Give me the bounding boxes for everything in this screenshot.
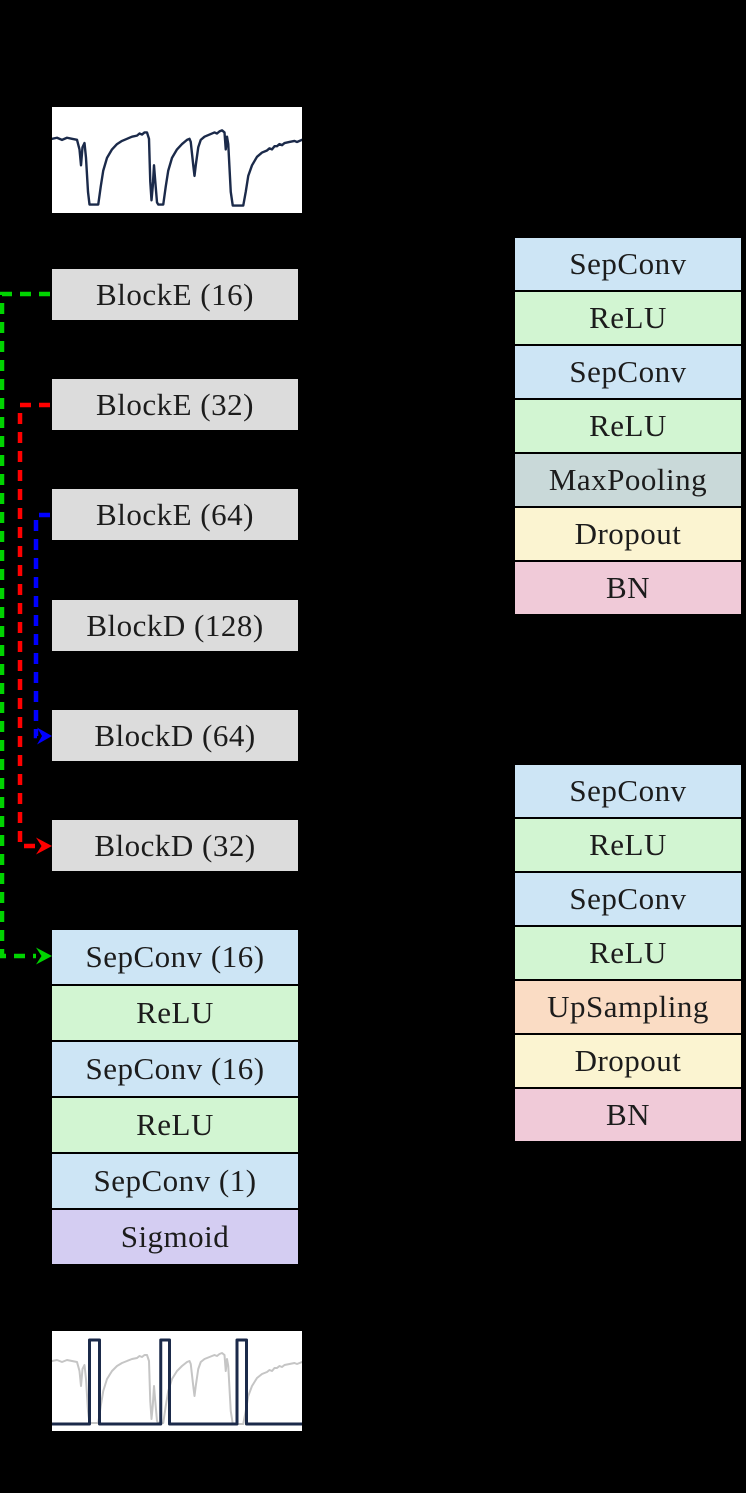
blockd-bn: BN — [513, 1087, 743, 1143]
block-d-64-label: BlockD (64) — [94, 717, 256, 753]
blockd-upsampling-label: UpSampling — [547, 989, 709, 1024]
block-d-64: BlockD (64) — [50, 708, 300, 763]
input-signal-plot — [52, 107, 302, 213]
block-d-32: BlockD (32) — [50, 818, 300, 873]
blockd-dropout-label: Dropout — [574, 1043, 682, 1078]
blocke-sepconv-b-label: SepConv — [569, 354, 687, 389]
blockd-relu-b: ReLU — [513, 925, 743, 981]
out-sepconv1: SepConv (1) — [50, 1152, 300, 1210]
output-mask-svg — [52, 1331, 302, 1431]
block-d-128-label: BlockD (128) — [86, 607, 264, 643]
skip-16-path — [0, 291, 50, 959]
block-e-32: BlockE (32) — [50, 377, 300, 432]
skip-64-path — [33, 512, 50, 739]
blockd-upsampling: UpSampling — [513, 979, 743, 1035]
output-layers-stack: SepConv (16) ReLU SepConv (16) ReLU SepC… — [50, 928, 300, 1266]
block-e-32-label: BlockE (32) — [96, 386, 254, 422]
blockd-sepconv-a: SepConv — [513, 763, 743, 819]
output-mask-plot — [52, 1331, 302, 1431]
block-e-64-label: BlockE (64) — [96, 496, 254, 532]
blocke-detail-stack: SepConv ReLU SepConv ReLU MaxPooling Dro… — [513, 236, 743, 616]
blockd-sepconv-b-label: SepConv — [569, 881, 687, 916]
blocke-relu-a: ReLU — [513, 290, 743, 346]
blockd-dropout: Dropout — [513, 1033, 743, 1089]
blockd-bn-label: BN — [605, 1097, 651, 1132]
out-relu-a-label: ReLU — [136, 995, 214, 1030]
block-d-32-label: BlockD (32) — [94, 827, 256, 863]
input-signal-line — [52, 130, 302, 205]
block-e-64: BlockE (64) — [50, 487, 300, 542]
block-e-16: BlockE (16) — [50, 267, 300, 322]
block-e-16-label: BlockE (16) — [96, 276, 254, 312]
blocke-sepconv-a: SepConv — [513, 236, 743, 292]
blocke-dropout-label: Dropout — [574, 516, 682, 551]
blocke-relu-b: ReLU — [513, 398, 743, 454]
blocke-maxpooling-label: MaxPooling — [548, 462, 708, 497]
out-sepconv16-b: SepConv (16) — [50, 1040, 300, 1098]
blocke-relu-a-label: ReLU — [589, 300, 667, 335]
out-sigmoid-label: Sigmoid — [120, 1219, 230, 1254]
out-sepconv16-a: SepConv (16) — [50, 928, 300, 986]
out-relu-a: ReLU — [50, 984, 300, 1042]
blocke-relu-b-label: ReLU — [589, 408, 667, 443]
blockd-relu-b-label: ReLU — [589, 935, 667, 970]
out-sepconv1-label: SepConv (1) — [93, 1163, 257, 1198]
predicted-mask-line — [52, 1340, 302, 1424]
blockd-relu-a: ReLU — [513, 817, 743, 873]
blocke-sepconv-b: SepConv — [513, 344, 743, 400]
block-d-128: BlockD (128) — [50, 598, 300, 653]
out-sigmoid: Sigmoid — [50, 1208, 300, 1266]
blockd-sepconv-a-label: SepConv — [569, 773, 687, 808]
out-sepconv16-a-label: SepConv (16) — [85, 939, 265, 974]
skip-32-path — [17, 402, 50, 849]
blocke-bn: BN — [513, 560, 743, 616]
blocke-bn-label: BN — [605, 570, 651, 605]
out-relu-b-label: ReLU — [136, 1107, 214, 1142]
input-signal-svg — [52, 107, 302, 213]
blocke-maxpooling: MaxPooling — [513, 452, 743, 508]
blockd-sepconv-b: SepConv — [513, 871, 743, 927]
blockd-relu-a-label: ReLU — [589, 827, 667, 862]
blockd-detail-stack: SepConv ReLU SepConv ReLU UpSampling Dro… — [513, 763, 743, 1143]
blocke-sepconv-a-label: SepConv — [569, 246, 687, 281]
out-sepconv16-b-label: SepConv (16) — [85, 1051, 265, 1086]
blocke-dropout: Dropout — [513, 506, 743, 562]
out-relu-b: ReLU — [50, 1096, 300, 1154]
